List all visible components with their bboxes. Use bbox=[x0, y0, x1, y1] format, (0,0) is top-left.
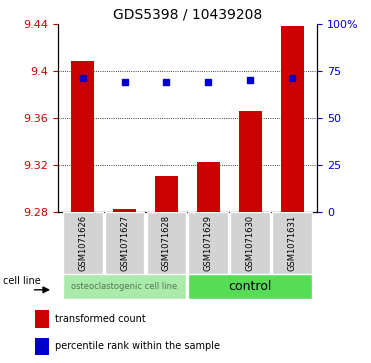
Text: GSM1071626: GSM1071626 bbox=[78, 215, 87, 271]
Bar bbox=[280, 26, 303, 212]
Bar bbox=[197, 162, 220, 212]
Bar bbox=[35, 310, 49, 328]
Text: osteoclastogenic cell line: osteoclastogenic cell line bbox=[71, 282, 178, 291]
Text: transformed count: transformed count bbox=[55, 314, 146, 324]
Bar bbox=[188, 274, 312, 299]
Point bbox=[80, 76, 86, 81]
Text: GSM1071631: GSM1071631 bbox=[288, 215, 296, 271]
Point bbox=[205, 79, 211, 85]
Bar bbox=[147, 212, 186, 274]
Point bbox=[247, 77, 253, 83]
Text: GSM1071627: GSM1071627 bbox=[120, 215, 129, 271]
Bar bbox=[113, 209, 136, 212]
Bar bbox=[239, 111, 262, 212]
Bar bbox=[155, 176, 178, 212]
Point bbox=[289, 76, 295, 81]
Point bbox=[164, 79, 170, 85]
Bar bbox=[63, 274, 186, 299]
Text: GSM1071629: GSM1071629 bbox=[204, 215, 213, 271]
Bar bbox=[71, 61, 94, 212]
Bar bbox=[272, 212, 312, 274]
Bar bbox=[105, 212, 144, 274]
Title: GDS5398 / 10439208: GDS5398 / 10439208 bbox=[113, 7, 262, 21]
Text: GSM1071630: GSM1071630 bbox=[246, 215, 255, 271]
Text: control: control bbox=[229, 280, 272, 293]
Bar bbox=[63, 212, 102, 274]
Point bbox=[122, 79, 128, 85]
Text: cell line: cell line bbox=[3, 276, 41, 286]
Text: GSM1071628: GSM1071628 bbox=[162, 215, 171, 271]
Bar bbox=[230, 212, 270, 274]
Text: percentile rank within the sample: percentile rank within the sample bbox=[55, 341, 220, 351]
Bar bbox=[35, 338, 49, 355]
Bar bbox=[188, 212, 228, 274]
